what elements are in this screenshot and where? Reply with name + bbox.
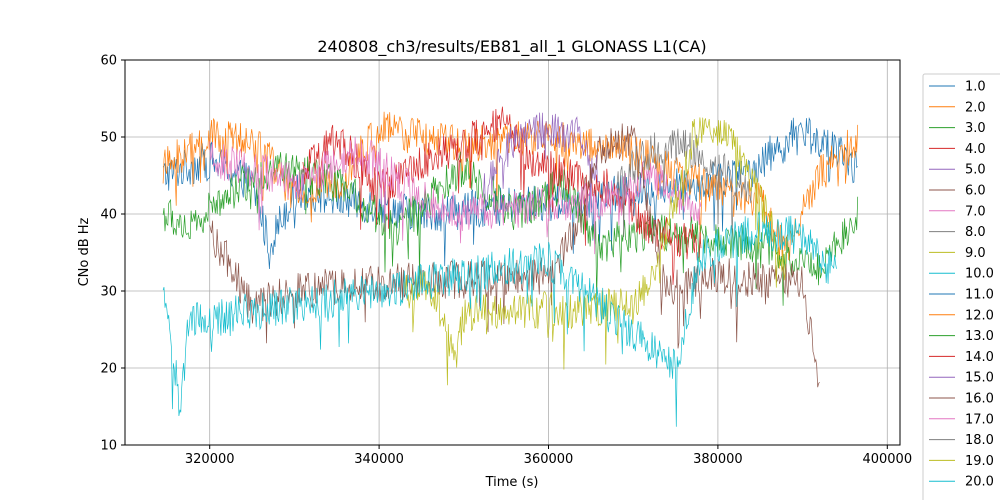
y-tick-label: 40 <box>100 208 117 223</box>
x-tick-label: 320000 <box>185 452 235 467</box>
legend-label: 11.0 <box>965 288 994 303</box>
legend-label: 16.0 <box>965 392 994 407</box>
series-line-5.0 <box>480 112 600 213</box>
x-axis-label: Time (s) <box>485 475 539 490</box>
y-tick-label: 10 <box>100 439 117 454</box>
legend-label: 18.0 <box>965 433 994 448</box>
y-axis-label: CNo dB Hz <box>77 217 92 286</box>
legend-label: 20.0 <box>965 475 994 490</box>
chart-title: 240808_ch3/results/EB81_all_1 GLONASS L1… <box>317 37 706 57</box>
legend-label: 3.0 <box>965 121 986 136</box>
legend-label: 14.0 <box>965 350 994 365</box>
legend-box <box>922 73 1000 500</box>
series-line-8.0 <box>615 128 753 242</box>
y-tick-label: 20 <box>100 362 117 377</box>
series-line-1.0 <box>162 117 858 270</box>
legend-label: 10.0 <box>965 267 994 282</box>
y-tick-label: 50 <box>100 131 117 146</box>
legend-label: 6.0 <box>965 184 986 199</box>
x-axis-ticks: 320000 340000 360000 380000 400000 <box>185 445 912 467</box>
x-tick-label: 360000 <box>524 452 574 467</box>
x-tick-label: 380000 <box>693 452 743 467</box>
legend-label: 1.0 <box>965 80 986 95</box>
y-axis-ticks: 10 20 30 40 50 60 <box>100 54 125 454</box>
legend-label: 15.0 <box>965 371 994 386</box>
legend-label: 4.0 <box>965 142 986 157</box>
legend-label: 19.0 <box>965 454 994 469</box>
legend-label: 17.0 <box>965 412 994 427</box>
y-tick-label: 30 <box>100 285 117 300</box>
series-line-9.0 <box>404 117 787 386</box>
legend-label: 2.0 <box>965 100 986 115</box>
legend-label: 12.0 <box>965 308 994 323</box>
legend-label: 8.0 <box>965 225 986 240</box>
series-line-10.0 <box>162 211 837 427</box>
plot-frame <box>124 59 901 446</box>
x-tick-label: 400000 <box>862 452 912 467</box>
series-layer <box>162 106 859 427</box>
legend-label: 13.0 <box>965 329 994 344</box>
series-line-7.0 <box>209 136 702 255</box>
legend-label: 7.0 <box>965 204 986 219</box>
legend-label: 9.0 <box>965 246 986 261</box>
x-tick-label: 340000 <box>354 452 404 467</box>
legend-label: 5.0 <box>965 163 986 178</box>
y-tick-label: 60 <box>100 54 117 69</box>
legend: 1.0 2.0 3.0 4.0 5.0 6.0 7.0 8.0 9.0 10.0 11.0 12.0 1… <box>922 73 1000 500</box>
